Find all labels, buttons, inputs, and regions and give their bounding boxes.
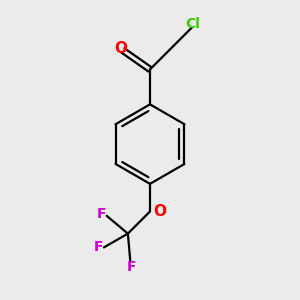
- Text: O: O: [153, 204, 166, 219]
- Text: Cl: Cl: [186, 17, 201, 31]
- Text: F: F: [97, 207, 106, 221]
- Text: F: F: [93, 240, 103, 254]
- Text: O: O: [114, 40, 127, 56]
- Text: F: F: [127, 260, 136, 274]
